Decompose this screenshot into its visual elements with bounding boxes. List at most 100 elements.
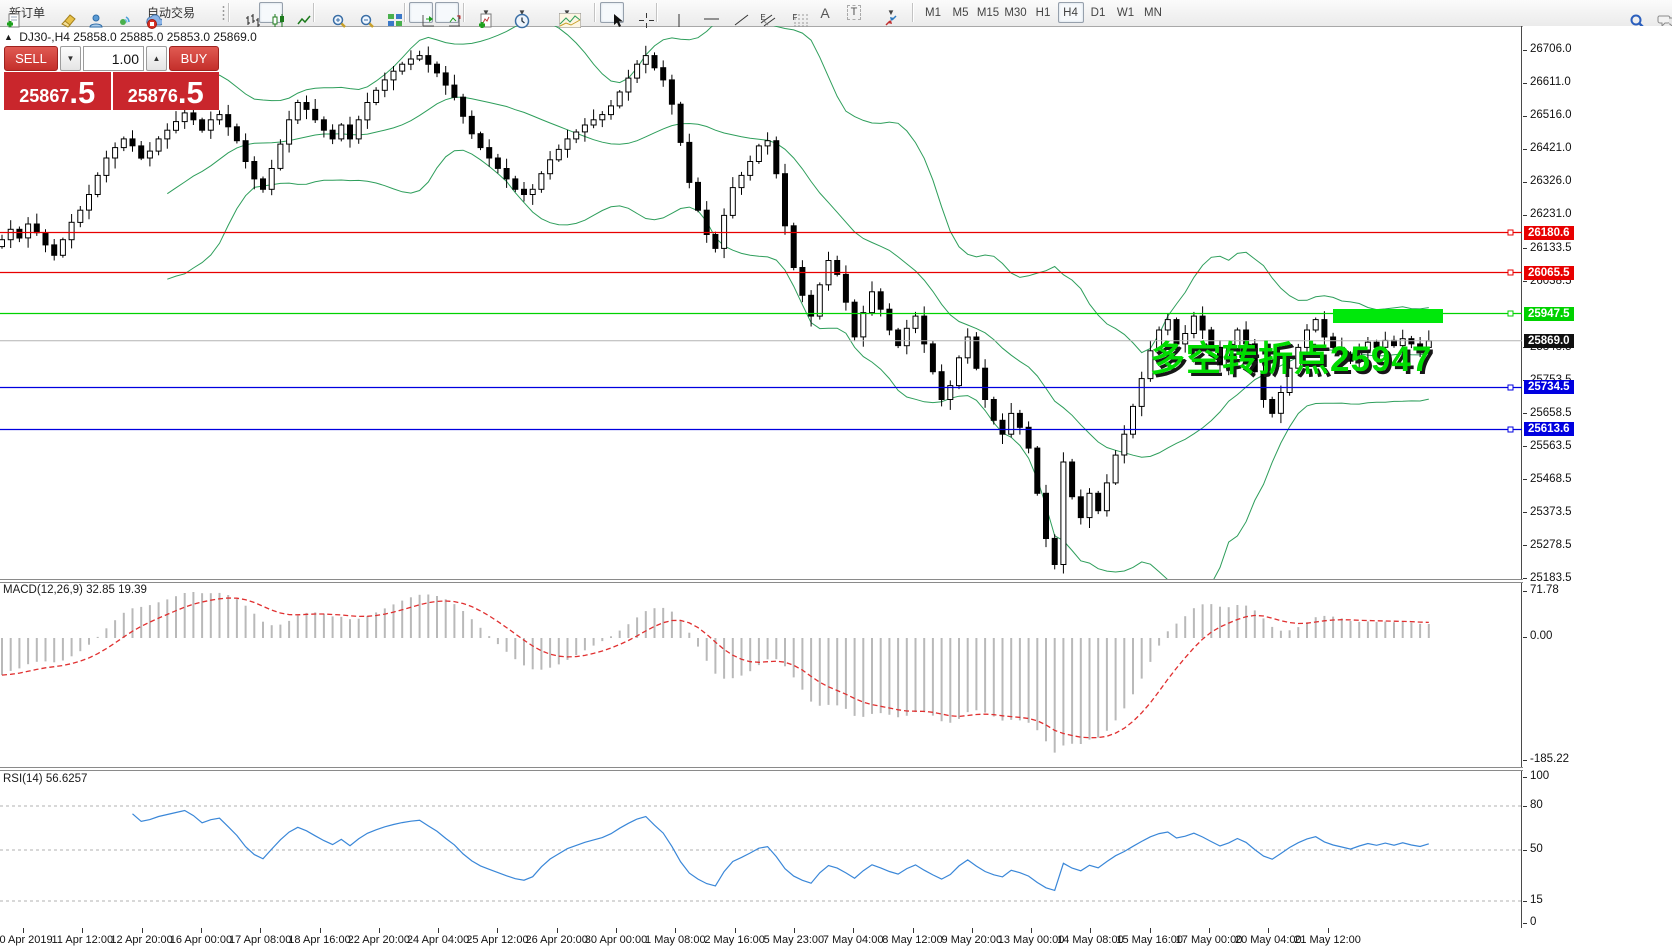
crosshair-button[interactable] xyxy=(627,2,654,28)
profile-button[interactable] xyxy=(84,2,103,27)
candle-body xyxy=(112,147,119,159)
indicators-button[interactable]: ▼ xyxy=(468,2,500,28)
macd-axis-tick xyxy=(1523,636,1527,638)
macd-value1: 32.85 xyxy=(86,584,115,596)
level-line-handle[interactable] xyxy=(1507,426,1514,433)
toolbar: 新订单 自动交易 xyxy=(0,0,1672,29)
chart-annotation-text[interactable]: 多空转折点25947 xyxy=(1150,340,1433,379)
text-tool-icon: A xyxy=(820,4,830,21)
eraser-button[interactable] xyxy=(56,2,76,28)
level-line-handle[interactable] xyxy=(1507,229,1514,236)
sell-button[interactable]: SELL xyxy=(4,46,58,71)
candle-body xyxy=(1051,537,1058,566)
timeframe-button-h4[interactable]: H4 xyxy=(1057,2,1084,23)
toolbar-separator xyxy=(404,3,405,22)
candlestick-chart-button[interactable] xyxy=(259,2,284,27)
date-axis-tick xyxy=(616,928,617,933)
price-axis[interactable]: 26706.0 26611.0 26516.0 26421.0 26326.0 26231… xyxy=(1523,26,1672,928)
candle-body xyxy=(1208,329,1215,348)
channel-button[interactable]: E xyxy=(750,2,776,26)
candle-body xyxy=(529,188,536,196)
level-line-handle[interactable] xyxy=(1507,384,1514,391)
candle-body xyxy=(929,343,936,373)
date-axis-label: 16 Apr 00:00 xyxy=(169,934,233,946)
candle-body xyxy=(1016,412,1023,428)
candle-body xyxy=(260,178,266,190)
panel-divider[interactable] xyxy=(0,579,1672,583)
zoom-out-button[interactable] xyxy=(346,2,374,28)
cursor-button[interactable] xyxy=(600,2,624,27)
macd-signal-line xyxy=(1,597,1429,739)
zoom-in-button[interactable] xyxy=(318,2,346,28)
horizontal-line-button[interactable] xyxy=(690,2,719,23)
new-order-button[interactable]: 新订单 xyxy=(2,2,49,27)
trendline-button[interactable] xyxy=(722,2,749,25)
level-line-handle[interactable] xyxy=(1507,269,1514,276)
candle-body xyxy=(990,399,997,421)
candle-body xyxy=(547,159,554,175)
auto-scroll-button[interactable] xyxy=(435,2,461,26)
volume-increase-button[interactable]: ▲ xyxy=(146,46,167,71)
price-level-badge: 25613.6 xyxy=(1524,422,1574,437)
candle-body xyxy=(1364,341,1371,352)
timeframe-button-m15[interactable]: M15 xyxy=(976,6,1000,19)
candle-body xyxy=(373,89,380,104)
line-chart-button[interactable] xyxy=(285,2,311,24)
candle-body xyxy=(25,223,32,239)
sell-quote[interactable]: 25867 .5 xyxy=(4,72,111,110)
chart-shift-button[interactable] xyxy=(409,2,434,26)
label-tool-button[interactable]: T xyxy=(842,2,866,23)
vertical-line-button[interactable] xyxy=(662,2,684,27)
bollinger-lower-band xyxy=(167,149,1429,580)
bar-chart-button[interactable] xyxy=(233,2,260,27)
timeframe-button-m5[interactable]: M5 xyxy=(952,6,969,19)
candle-body xyxy=(851,301,858,338)
date-axis-label: 30 Apr 00:00 xyxy=(584,934,648,946)
candle-body xyxy=(616,91,623,107)
collapse-triangle-icon[interactable]: ▲ xyxy=(4,32,13,42)
price-axis-tick xyxy=(1523,148,1527,150)
rsi-axis-label: 15 xyxy=(1530,894,1543,906)
buy-quote[interactable]: 25876 .5 xyxy=(112,72,219,110)
timeframe-button-mn[interactable]: MN xyxy=(1144,6,1162,19)
text-tool-button[interactable]: A xyxy=(814,2,836,23)
candle-body xyxy=(1025,426,1032,449)
timeframe-button-m30[interactable]: M30 xyxy=(1004,6,1027,19)
candle-body xyxy=(59,239,66,256)
candle-body xyxy=(703,209,710,235)
rsi-axis-tick xyxy=(1523,922,1527,924)
autotrade-button[interactable]: 自动交易 xyxy=(140,2,199,29)
periods-button[interactable]: ▼ xyxy=(504,2,536,28)
candle-body xyxy=(355,119,362,140)
level-line-handle[interactable] xyxy=(1507,310,1514,317)
date-axis-label: 11 Apr 12:00 xyxy=(51,934,114,946)
date-axis-tick xyxy=(675,928,677,933)
timeframe-button-h1[interactable]: H1 xyxy=(1035,6,1051,19)
timeframe-button-m1[interactable]: M1 xyxy=(925,6,941,19)
timeframe-button-w1[interactable]: W1 xyxy=(1116,6,1135,19)
bollinger-middle-band xyxy=(167,96,1429,458)
timeframe-button-d1[interactable]: D1 xyxy=(1090,6,1106,19)
date-axis-tick xyxy=(793,928,795,933)
buy-button[interactable]: BUY xyxy=(169,46,219,71)
date-axis-label: 20 May 04:00 xyxy=(1234,934,1302,946)
tile-windows-button[interactable] xyxy=(374,2,402,26)
date-axis-tick xyxy=(1268,928,1270,933)
candle-body xyxy=(1147,350,1154,380)
templates-button[interactable]: ▼ xyxy=(545,2,585,28)
volume-input[interactable] xyxy=(83,46,144,71)
candle-body xyxy=(799,267,806,296)
highlight-rectangle[interactable] xyxy=(1333,309,1443,323)
arrows-button[interactable]: ▼ xyxy=(872,2,906,26)
fibonacci-button[interactable]: F xyxy=(782,2,808,26)
candle-body xyxy=(1277,392,1284,414)
signal-button[interactable] xyxy=(112,2,130,25)
volume-decrease-button[interactable]: ▼ xyxy=(60,46,81,71)
panel-divider[interactable] xyxy=(0,767,1672,771)
chart-plot-border xyxy=(0,26,1522,928)
candle-body xyxy=(860,312,867,338)
search-button[interactable] xyxy=(1616,2,1645,29)
candle-body xyxy=(364,102,371,121)
chat-button[interactable] xyxy=(1644,2,1672,27)
